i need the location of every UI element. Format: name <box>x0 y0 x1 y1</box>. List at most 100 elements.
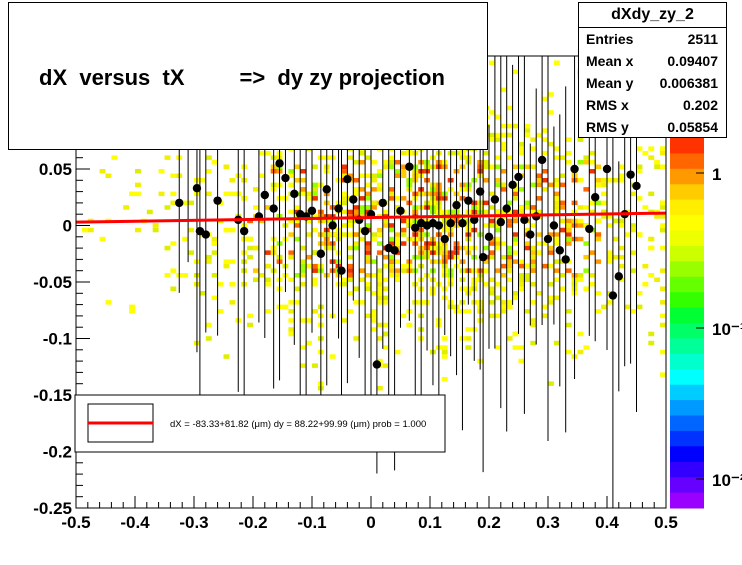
density-cell <box>146 209 153 215</box>
density-cell <box>199 291 206 296</box>
density-cell <box>530 164 537 169</box>
density-cell <box>465 345 472 350</box>
density-cell <box>494 313 501 319</box>
density-cell <box>577 160 584 165</box>
profile-point <box>543 234 553 244</box>
density-cell <box>518 164 525 169</box>
density-cell <box>300 245 307 251</box>
density-cell <box>170 191 177 197</box>
density-cell <box>636 232 643 237</box>
profile-point <box>452 200 461 210</box>
density-cell <box>530 146 537 151</box>
density-cell <box>506 254 513 260</box>
density-cell <box>341 209 348 215</box>
density-cell <box>388 268 395 273</box>
density-cell <box>500 254 507 260</box>
density-cell <box>506 123 513 129</box>
density-cell <box>565 160 572 165</box>
density-cell <box>595 236 602 242</box>
density-cell <box>494 241 501 246</box>
density-cell <box>312 277 318 282</box>
x-tick-label: 0 <box>366 513 375 532</box>
density-cell <box>388 259 395 264</box>
density-cell <box>306 254 312 260</box>
density-cell <box>565 223 572 228</box>
density-cell <box>371 200 377 206</box>
palette-band <box>670 384 704 401</box>
profile-point <box>470 215 479 225</box>
profile-point <box>555 246 564 255</box>
density-cell <box>518 150 525 156</box>
density-cell <box>376 386 383 391</box>
density-cell <box>553 196 560 201</box>
density-cell <box>188 250 194 255</box>
density-cell <box>630 309 637 314</box>
density-cell <box>583 286 590 291</box>
density-cell <box>205 169 212 174</box>
density-cell <box>553 236 560 242</box>
density-cell <box>660 322 666 328</box>
density-cell <box>347 263 354 269</box>
density-cell <box>258 273 265 278</box>
density-cell <box>660 146 666 151</box>
palette-band <box>670 338 704 355</box>
density-cell <box>341 200 348 206</box>
palette-label: 1 <box>712 165 721 184</box>
density-cell <box>565 349 572 355</box>
density-cell <box>300 318 307 323</box>
x-tick-label: 0.5 <box>654 513 678 532</box>
palette-band <box>670 261 704 278</box>
density-cell <box>229 300 236 305</box>
density-cell <box>494 223 501 228</box>
density-cell <box>99 169 106 174</box>
density-cell <box>553 146 560 151</box>
density-cell <box>388 273 395 278</box>
density-cell <box>294 178 301 183</box>
density-cell <box>607 250 613 255</box>
density-cell <box>565 236 572 242</box>
profile-point <box>201 230 210 239</box>
profile-point <box>372 360 382 369</box>
density-cell <box>530 268 537 273</box>
profile-point <box>390 246 399 255</box>
density-cell <box>553 178 560 183</box>
density-cell <box>530 245 537 251</box>
density-cell <box>247 254 253 260</box>
density-cell <box>559 286 566 291</box>
density-cell <box>489 277 495 282</box>
density-cell <box>371 313 377 319</box>
density-cell <box>365 313 371 319</box>
density-cell <box>595 200 602 206</box>
density-cell <box>601 178 607 183</box>
density-cell <box>376 241 383 246</box>
profile-point <box>337 266 346 275</box>
density-cell <box>347 232 354 237</box>
density-cell <box>506 250 513 255</box>
palette-band <box>670 215 704 231</box>
density-cell <box>548 245 554 251</box>
stats-row-mean-y: Mean y 0.006381 <box>579 72 726 94</box>
density-cell <box>135 191 141 197</box>
density-cell <box>247 313 253 319</box>
density-cell <box>300 169 307 174</box>
title-box: dX versus tX => dy zy projection <box>8 2 488 150</box>
density-cell <box>388 236 395 242</box>
density-cell <box>518 345 525 350</box>
density-cell <box>359 173 366 178</box>
density-cell <box>494 137 501 142</box>
density-cell <box>394 268 401 273</box>
density-cell <box>347 245 354 251</box>
density-cell <box>376 295 383 301</box>
density-cell <box>512 241 519 246</box>
density-cell <box>660 372 666 377</box>
palette-band <box>670 307 704 324</box>
density-cell <box>542 137 548 142</box>
density-cell <box>223 354 230 359</box>
density-cell <box>382 209 389 215</box>
profile-point <box>281 173 290 183</box>
density-cell <box>577 236 584 242</box>
palette-band <box>670 415 704 432</box>
density-cell <box>530 254 537 260</box>
profile-point <box>378 198 387 208</box>
density-cell <box>376 169 383 174</box>
